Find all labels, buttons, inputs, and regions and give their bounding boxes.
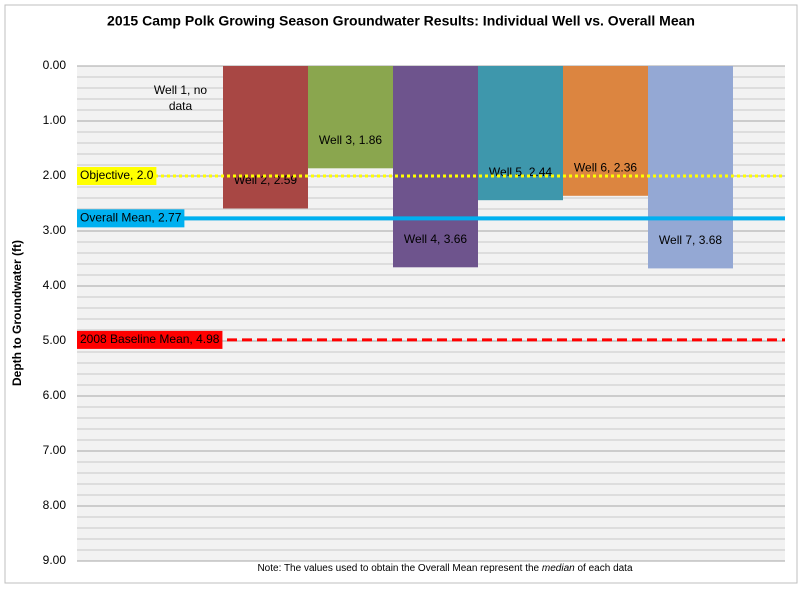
y-tick-label: 4.00 (43, 278, 67, 292)
y-tick-label: 6.00 (43, 388, 67, 402)
bar (478, 66, 563, 201)
bar (223, 66, 308, 209)
y-tick-label: 1.00 (43, 113, 67, 127)
bar (648, 66, 733, 269)
note-text: of each data (575, 563, 633, 574)
y-tick-label: 0.00 (43, 58, 67, 72)
reference-label: 2008 Baseline Mean, 4.98 (80, 332, 220, 346)
reference-label-bg (77, 209, 185, 228)
bar (393, 66, 478, 268)
data-label: Well 6, 2.36 (574, 160, 637, 174)
bar (563, 66, 648, 196)
y-axis-label: Depth to Groundwater (ft) (10, 240, 24, 386)
note-italic: median (542, 563, 575, 574)
chart-title: 2015 Camp Polk Growing Season Groundwate… (107, 13, 695, 29)
reference-label-bg (77, 167, 157, 185)
y-tick-label: 8.00 (43, 498, 67, 512)
bar (308, 66, 393, 169)
y-tick-label: 3.00 (43, 223, 67, 237)
reference-label-bg (77, 330, 223, 349)
y-tick-label: 2.00 (43, 168, 67, 182)
y-tick-label: 7.00 (43, 443, 67, 457)
y-tick-label: 9.00 (43, 553, 67, 567)
data-label: Well 3, 1.86 (319, 133, 382, 147)
data-label: Well 4, 3.66 (404, 232, 467, 246)
y-tick-label: 5.00 (43, 333, 67, 347)
note: Note: The values used to obtain the Over… (257, 563, 633, 574)
data-label: Well 1, no data (153, 83, 208, 113)
reference-lines: Objective, 2.0 Overall Mean, 2.77 2008 Bas… (77, 167, 785, 349)
data-label: Well 7, 3.68 (659, 233, 722, 247)
reference-label: Overall Mean, 2.77 (80, 211, 182, 225)
reference-label: Objective, 2.0 (80, 168, 154, 182)
note-text: Note: The values used to obtain the Over… (257, 563, 541, 574)
